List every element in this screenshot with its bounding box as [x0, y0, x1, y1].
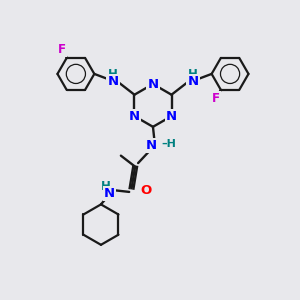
Text: N: N: [129, 110, 140, 123]
Text: –H: –H: [161, 140, 176, 149]
Text: N: N: [147, 77, 158, 91]
Text: N: N: [166, 110, 177, 123]
Text: F: F: [58, 43, 66, 56]
Text: H: H: [108, 68, 118, 81]
Text: H: H: [188, 68, 198, 81]
Text: N: N: [104, 187, 115, 200]
Text: F: F: [212, 92, 220, 105]
Text: N: N: [107, 75, 118, 88]
Text: N: N: [187, 75, 199, 88]
Text: O: O: [140, 184, 152, 197]
Text: N: N: [145, 139, 157, 152]
Text: H: H: [101, 180, 111, 194]
